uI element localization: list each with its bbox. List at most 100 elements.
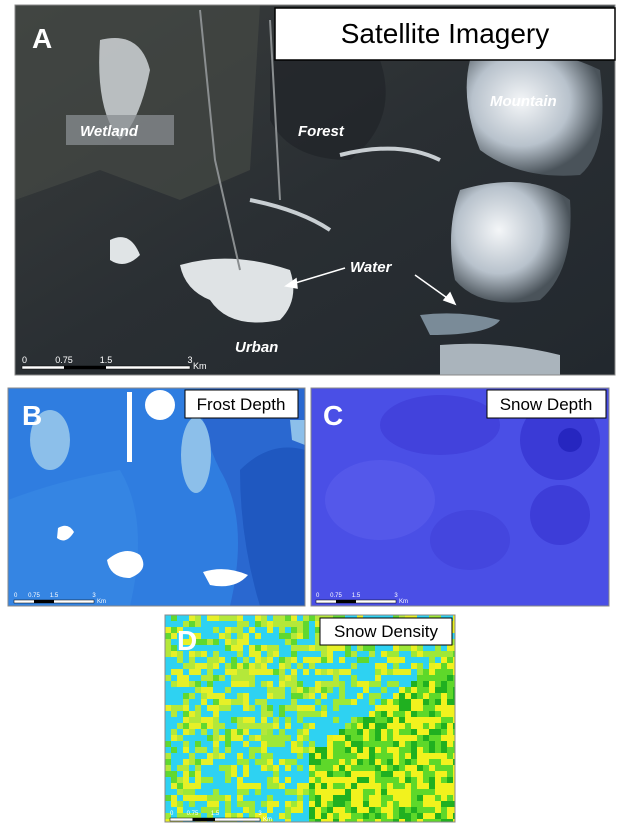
raster-cell xyxy=(237,663,243,669)
raster-cell xyxy=(225,747,231,753)
raster-cell xyxy=(243,681,249,687)
raster-cell xyxy=(375,687,381,693)
raster-cell xyxy=(207,663,213,669)
raster-cell xyxy=(243,783,249,789)
raster-cell xyxy=(399,741,405,747)
raster-cell xyxy=(219,639,225,645)
raster-cell xyxy=(441,729,447,735)
raster-cell xyxy=(447,657,453,663)
raster-cell xyxy=(447,681,453,687)
raster-cell xyxy=(267,651,273,657)
raster-cell xyxy=(429,729,435,735)
raster-cell xyxy=(201,663,207,669)
raster-cell xyxy=(357,717,363,723)
raster-cell xyxy=(225,705,231,711)
raster-cell xyxy=(255,741,261,747)
raster-cell xyxy=(399,801,405,807)
raster-cell xyxy=(261,807,267,813)
raster-cell xyxy=(369,675,375,681)
zone xyxy=(380,395,500,455)
raster-cell xyxy=(345,711,351,717)
raster-cell xyxy=(417,777,423,783)
raster-cell xyxy=(351,813,357,819)
raster-cell xyxy=(369,765,375,771)
raster-cell xyxy=(375,735,381,741)
raster-cell xyxy=(213,663,219,669)
raster-cell xyxy=(303,723,309,729)
raster-cell xyxy=(345,675,351,681)
raster-cell xyxy=(387,693,393,699)
raster-cell xyxy=(357,687,363,693)
raster-cell xyxy=(303,621,309,627)
raster-cell xyxy=(279,813,285,819)
raster-cell xyxy=(447,711,453,717)
raster-cell xyxy=(303,705,309,711)
raster-cell xyxy=(375,675,381,681)
raster-cell xyxy=(207,621,213,627)
raster-cell xyxy=(375,711,381,717)
raster-cell xyxy=(177,687,183,693)
raster-cell xyxy=(213,681,219,687)
raster-cell xyxy=(273,717,279,723)
raster-cell xyxy=(399,675,405,681)
raster-cell xyxy=(417,723,423,729)
raster-cell xyxy=(231,753,237,759)
raster-cell xyxy=(255,735,261,741)
scale-unit: Km xyxy=(97,599,106,605)
raster-cell xyxy=(195,669,201,675)
raster-cell xyxy=(213,699,219,705)
raster-cell xyxy=(183,693,189,699)
raster-cell xyxy=(399,645,405,651)
raster-cell xyxy=(291,729,297,735)
raster-cell xyxy=(375,789,381,795)
raster-cell xyxy=(171,687,177,693)
raster-cell xyxy=(447,705,453,711)
raster-cell xyxy=(249,747,255,753)
raster-cell xyxy=(435,783,441,789)
raster-cell xyxy=(321,705,327,711)
raster-cell xyxy=(219,717,225,723)
raster-cell xyxy=(165,621,171,627)
raster-cell xyxy=(249,789,255,795)
raster-cell xyxy=(237,651,243,657)
raster-cell xyxy=(285,663,291,669)
raster-cell xyxy=(201,783,207,789)
raster-cell xyxy=(363,699,369,705)
raster-cell xyxy=(165,741,171,747)
raster-cell xyxy=(213,627,219,633)
raster-cell xyxy=(165,681,171,687)
raster-cell xyxy=(267,699,273,705)
raster-cell xyxy=(399,711,405,717)
raster-cell xyxy=(231,789,237,795)
raster-cell xyxy=(225,789,231,795)
raster-cell xyxy=(423,729,429,735)
raster-cell xyxy=(201,735,207,741)
raster-cell xyxy=(417,699,423,705)
raster-cell xyxy=(321,807,327,813)
raster-cell xyxy=(447,687,453,693)
raster-cell xyxy=(429,651,435,657)
raster-cell xyxy=(165,699,171,705)
raster-cell xyxy=(405,801,411,807)
raster-cell xyxy=(231,657,237,663)
raster-cell xyxy=(309,783,315,789)
raster-cell xyxy=(231,771,237,777)
raster-cell xyxy=(177,759,183,765)
raster-cell xyxy=(333,753,339,759)
raster-cell xyxy=(195,687,201,693)
raster-cell xyxy=(357,795,363,801)
raster-cell xyxy=(447,693,453,699)
raster-cell xyxy=(165,783,171,789)
raster-cell xyxy=(255,783,261,789)
raster-cell xyxy=(243,663,249,669)
raster-cell xyxy=(333,723,339,729)
raster-cell xyxy=(165,663,171,669)
raster-cell xyxy=(327,717,333,723)
raster-cell xyxy=(177,615,183,621)
raster-cell xyxy=(393,777,399,783)
raster-cell xyxy=(225,657,231,663)
raster-cell xyxy=(183,765,189,771)
raster-cell xyxy=(345,783,351,789)
raster-cell xyxy=(339,669,345,675)
raster-cell xyxy=(291,705,297,711)
